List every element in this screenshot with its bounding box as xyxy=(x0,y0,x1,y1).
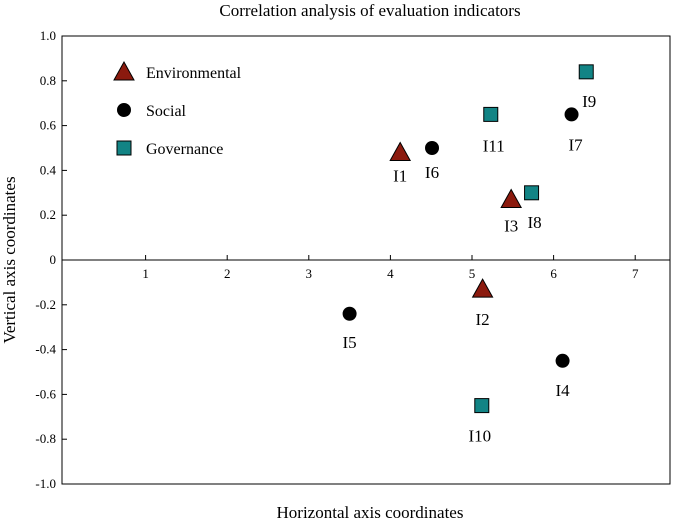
point-label-i8: I8 xyxy=(527,213,541,232)
x-axis-title: Horizontal axis coordinates xyxy=(277,503,464,520)
y-tick-label: 0.8 xyxy=(40,73,56,88)
data-point-i3 xyxy=(500,188,523,209)
point-label-i11: I11 xyxy=(483,136,505,155)
point-label-i7: I7 xyxy=(568,135,583,154)
legend-marker-environmental xyxy=(113,60,135,81)
legend: Environmental Social Governance xyxy=(113,60,242,158)
x-tick-label: 6 xyxy=(550,266,557,281)
axis-ticks: 1.0 0.8 0.6 0.4 0.2 0 -0.2 -0.4 -0.6 -0.8 -1.0 1 2 3 4… xyxy=(35,28,639,491)
point-label-i2: I2 xyxy=(476,310,490,329)
x-tick-label: 3 xyxy=(306,266,313,281)
data-point-i4 xyxy=(555,353,570,368)
legend-label-governance: Governance xyxy=(146,141,223,158)
point-label-i1: I1 xyxy=(393,166,407,185)
data-point-i7 xyxy=(564,107,579,122)
point-label-i3: I3 xyxy=(504,217,518,236)
y-tick-label: -0.2 xyxy=(35,297,56,312)
legend-label-social: Social xyxy=(146,103,187,120)
y-axis-title: Vertical axis coordinates xyxy=(0,176,19,343)
y-tick-label: 0.2 xyxy=(40,207,56,222)
point-label-i5: I5 xyxy=(343,333,357,352)
data-point-i2 xyxy=(471,278,494,298)
x-tick-label: 7 xyxy=(632,266,639,281)
data-point-i11 xyxy=(483,106,499,122)
y-tick-label: -1.0 xyxy=(35,476,56,491)
data-point-i6 xyxy=(425,141,440,155)
legend-marker-governance xyxy=(116,140,132,156)
y-tick-label: 0.4 xyxy=(40,162,57,177)
data-points: I1 I2 I3 I4 I5 I6 I7 I8 I9 I10 I11 xyxy=(342,64,596,446)
data-point-i10 xyxy=(474,398,490,414)
point-label-i9: I9 xyxy=(582,92,596,111)
chart-title: Correlation analysis of evaluation indic… xyxy=(219,1,520,20)
y-tick-label: -0.4 xyxy=(35,342,56,357)
data-point-i9 xyxy=(578,64,594,80)
x-tick-label: 4 xyxy=(387,266,394,281)
point-label-i10: I10 xyxy=(468,427,491,446)
data-point-i8 xyxy=(524,185,540,201)
data-point-i5 xyxy=(342,306,357,321)
point-label-i4: I4 xyxy=(555,381,570,400)
legend-marker-social xyxy=(117,103,131,117)
x-tick-label: 1 xyxy=(142,266,149,281)
y-tick-label: 0.6 xyxy=(40,118,57,133)
y-tick-label: -0.6 xyxy=(35,386,56,401)
x-tick-label: 2 xyxy=(224,266,231,281)
y-tick-label: 1.0 xyxy=(40,28,56,43)
data-point-i1 xyxy=(389,141,412,161)
legend-label-environmental: Environmental xyxy=(146,65,242,82)
y-tick-label: -0.8 xyxy=(35,431,56,446)
point-label-i6: I6 xyxy=(425,163,439,182)
x-tick-label: 5 xyxy=(469,266,476,281)
y-tick-label: 0 xyxy=(50,252,57,267)
